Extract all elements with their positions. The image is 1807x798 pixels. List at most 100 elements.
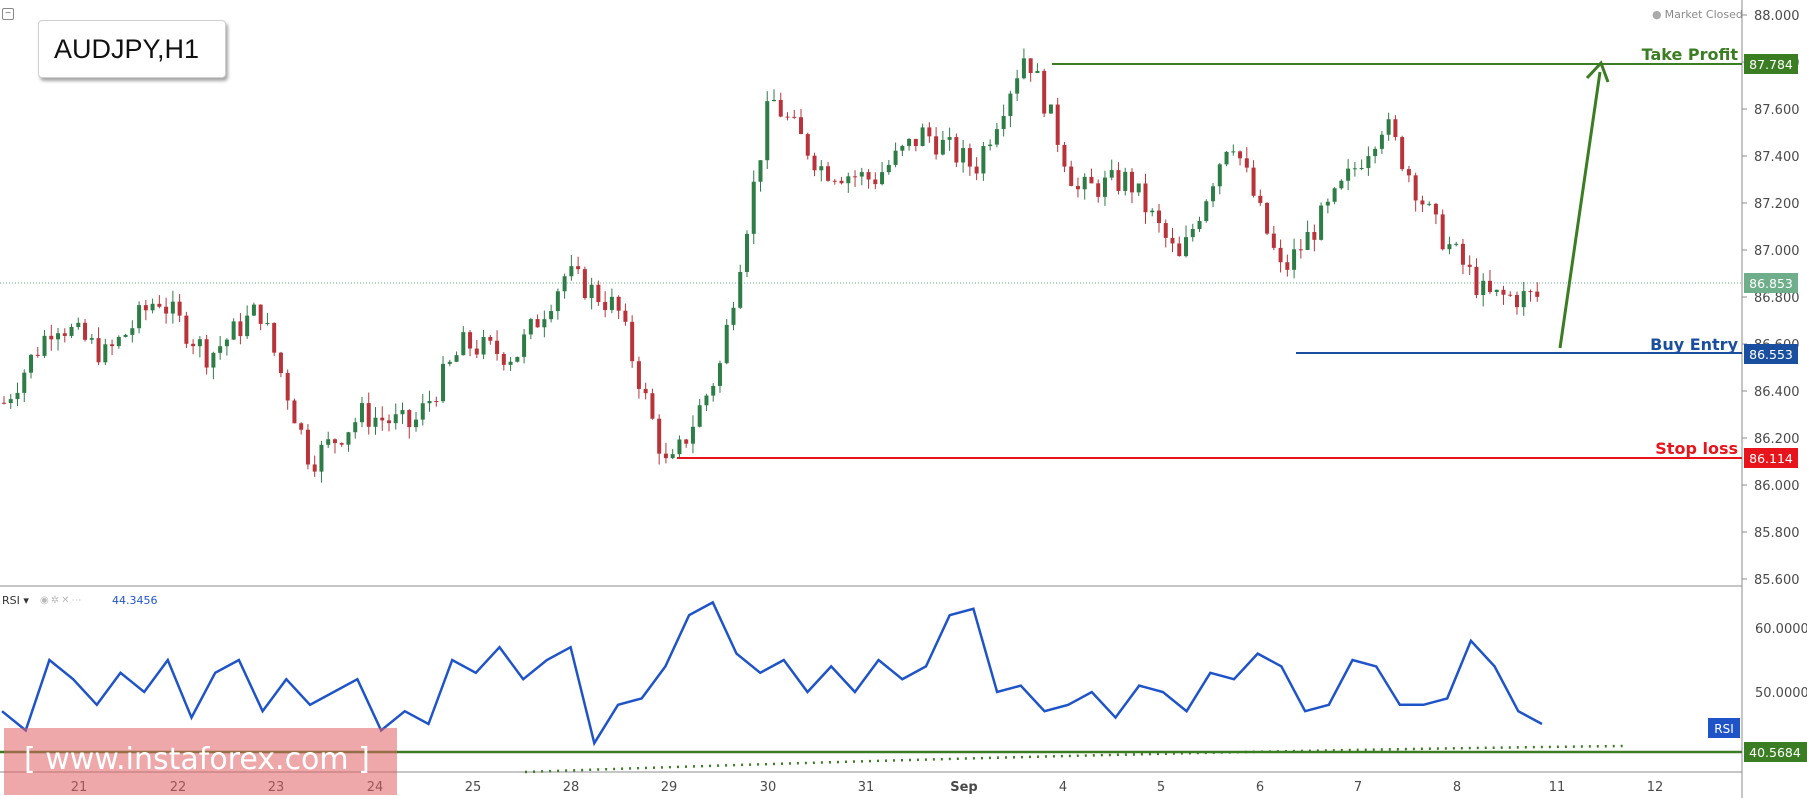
- candle-body: [549, 311, 554, 320]
- candle-body: [522, 334, 527, 357]
- candle-body: [772, 99, 776, 102]
- time-tick-label: 7: [1354, 780, 1362, 795]
- rsi-dropdown-icon[interactable]: ▾: [23, 594, 29, 607]
- candle-body: [1501, 289, 1506, 295]
- candle-body: [1082, 176, 1087, 190]
- candle-body: [292, 400, 297, 424]
- candle-body: [1109, 170, 1114, 178]
- current-price-badge: [1744, 273, 1798, 293]
- rsi-tag-badge: [1708, 718, 1740, 738]
- candle-body: [1238, 151, 1243, 159]
- stop-loss-value: 86.114: [1749, 451, 1793, 466]
- candle-body: [1271, 233, 1276, 248]
- candle-body: [1366, 156, 1371, 169]
- candle-body: [609, 296, 614, 310]
- candle-body: [744, 233, 749, 272]
- candle-body: [799, 117, 804, 135]
- candle-body: [150, 303, 155, 311]
- candle-body: [197, 339, 202, 347]
- candle-body: [346, 432, 351, 445]
- candle-body: [380, 417, 385, 421]
- candle-body: [508, 361, 513, 365]
- candle-body: [1211, 186, 1216, 202]
- time-tick-label: 6: [1256, 780, 1264, 795]
- candle-body: [582, 269, 587, 299]
- candle-body: [1487, 280, 1492, 293]
- candle-body: [1433, 203, 1438, 215]
- candle-body: [488, 337, 493, 341]
- close-icon[interactable]: ✕: [61, 595, 72, 606]
- stop-loss-label: Stop loss: [1655, 439, 1738, 458]
- stop-loss-badge: [1744, 448, 1798, 468]
- rsi-current-value: 44.3456: [112, 594, 158, 607]
- candle-body: [576, 266, 581, 270]
- target-arrow-head-icon: [1585, 60, 1610, 83]
- rsi-controls[interactable]: ◉✲✕⋯: [40, 595, 84, 606]
- candle-body: [1177, 243, 1182, 257]
- buy-entry-value: 86.553: [1749, 347, 1793, 362]
- candle-body: [1346, 168, 1351, 181]
- buy-entry-badge: [1744, 344, 1798, 364]
- candle-body: [359, 403, 364, 423]
- settings-icon[interactable]: ✲: [50, 595, 62, 606]
- candle-body: [954, 137, 959, 163]
- price-tick-label: 87.400: [1754, 150, 1800, 165]
- candle-body: [1096, 183, 1101, 197]
- watermark: [ www.instaforex.com ]: [4, 728, 397, 795]
- candle-body: [1413, 175, 1418, 201]
- candle-body: [1197, 220, 1202, 230]
- candle-body: [1373, 148, 1378, 157]
- take-profit-value: 87.784: [1749, 57, 1793, 72]
- market-status-text: Market Closed: [1664, 8, 1743, 21]
- candle-body: [677, 439, 682, 455]
- candle-body: [934, 136, 939, 155]
- price-tick-label: 87.200: [1754, 197, 1800, 212]
- candle-body: [157, 303, 162, 307]
- candle-body: [56, 333, 61, 340]
- time-tick-label: 5: [1157, 780, 1165, 795]
- candle-body: [130, 328, 135, 335]
- more-icon[interactable]: ⋯: [71, 595, 84, 606]
- candle-body: [562, 276, 567, 292]
- time-tick-label: Sep: [950, 780, 978, 795]
- candle-body: [1332, 188, 1337, 202]
- candle-body: [184, 315, 189, 344]
- candle-body: [697, 405, 702, 427]
- price-axis: 88.00087.80087.60087.40087.20087.00086.8…: [1742, 9, 1800, 588]
- price-tick-label: 86.200: [1754, 432, 1800, 447]
- time-tick-label: 11: [1549, 780, 1566, 795]
- eye-icon[interactable]: ◉: [40, 595, 51, 606]
- rsi-series-line: [1, 600, 1543, 747]
- price-tick-label: 86.000: [1754, 479, 1800, 494]
- candle-body: [454, 355, 459, 362]
- candle-body: [1265, 202, 1270, 234]
- candle-body: [366, 403, 371, 427]
- candle-body: [96, 338, 101, 363]
- candle-body: [907, 138, 912, 146]
- collapse-pane-button[interactable]: −: [2, 8, 14, 20]
- time-tick-label: 28: [563, 780, 580, 795]
- candle-body: [1008, 93, 1013, 117]
- rsi-indicator-label[interactable]: RSI ▾: [2, 594, 29, 607]
- candle-body: [853, 176, 858, 178]
- candle-body: [974, 166, 979, 174]
- candle-body: [339, 443, 344, 445]
- candle-body: [940, 139, 945, 155]
- candle-body: [312, 464, 317, 472]
- candle-body: [663, 453, 668, 459]
- candle-body: [191, 343, 196, 347]
- candle-body: [1359, 168, 1364, 170]
- time-tick-label: 12: [1647, 780, 1664, 795]
- candle-body: [535, 319, 540, 328]
- candle-body: [1319, 205, 1324, 240]
- candle-body: [1521, 291, 1526, 308]
- time-tick-label: 30: [760, 780, 777, 795]
- candle-body: [177, 301, 182, 316]
- candle-body: [447, 361, 452, 364]
- candle-body: [1406, 169, 1411, 176]
- candle-body: [76, 322, 81, 327]
- candle-body: [1150, 210, 1155, 213]
- candle-body: [1400, 137, 1405, 170]
- candle-body: [1015, 78, 1020, 94]
